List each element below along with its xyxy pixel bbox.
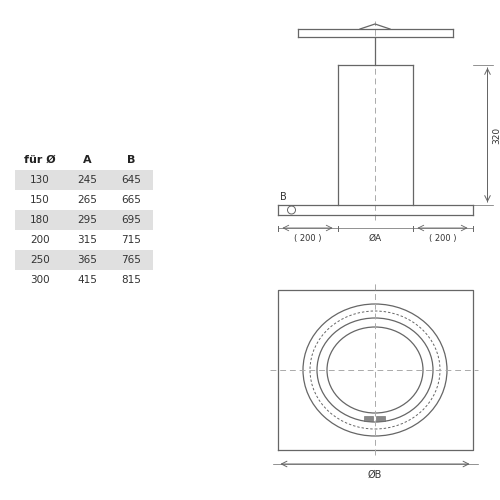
Text: ØB: ØB — [368, 470, 382, 480]
Text: ( 200 ): ( 200 ) — [294, 234, 321, 243]
Text: für Ø: für Ø — [24, 155, 56, 165]
Text: 150: 150 — [30, 195, 50, 205]
Text: B: B — [280, 192, 287, 202]
Bar — [15, 170, 153, 190]
Text: 665: 665 — [121, 195, 141, 205]
Text: 200: 200 — [30, 235, 50, 245]
Text: 250: 250 — [30, 255, 50, 265]
Text: 715: 715 — [121, 235, 141, 245]
Text: ( 200 ): ( 200 ) — [429, 234, 456, 243]
Text: 265: 265 — [77, 195, 97, 205]
Text: 645: 645 — [121, 175, 141, 185]
Text: A: A — [82, 155, 92, 165]
Text: 815: 815 — [121, 275, 141, 285]
Text: 415: 415 — [77, 275, 97, 285]
Text: 300: 300 — [30, 275, 50, 285]
Text: 245: 245 — [77, 175, 97, 185]
Text: 695: 695 — [121, 215, 141, 225]
Text: ØA: ØA — [368, 234, 382, 243]
Text: 315: 315 — [77, 235, 97, 245]
Text: 320: 320 — [492, 126, 500, 144]
Bar — [376, 416, 385, 421]
Text: B: B — [127, 155, 135, 165]
Text: 295: 295 — [77, 215, 97, 225]
Text: 765: 765 — [121, 255, 141, 265]
Text: 365: 365 — [77, 255, 97, 265]
Bar — [15, 210, 153, 230]
Text: 180: 180 — [30, 215, 50, 225]
Text: 130: 130 — [30, 175, 50, 185]
Bar — [364, 416, 373, 421]
Bar — [15, 250, 153, 270]
